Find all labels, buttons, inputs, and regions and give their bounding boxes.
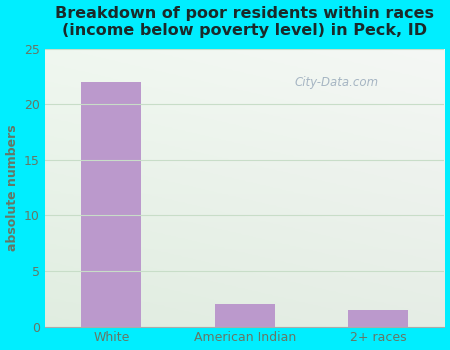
Title: Breakdown of poor residents within races
(income below poverty level) in Peck, I: Breakdown of poor residents within races… <box>55 6 434 38</box>
Bar <box>215 304 274 327</box>
Bar <box>81 82 141 327</box>
Text: City-Data.com: City-Data.com <box>294 76 378 89</box>
Bar <box>348 310 408 327</box>
Y-axis label: absolute numbers: absolute numbers <box>5 124 18 251</box>
